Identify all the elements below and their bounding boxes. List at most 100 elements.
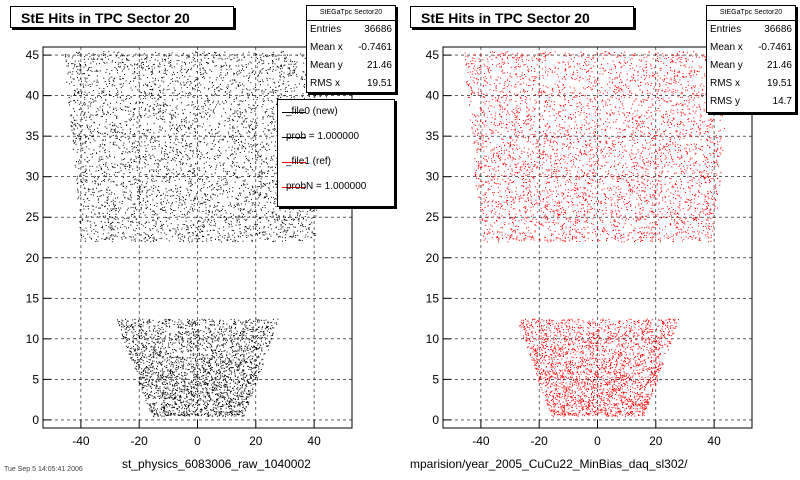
scatter-point [251,337,253,339]
scatter-point [107,104,109,106]
scatter-point [274,90,276,92]
scatter-point [108,226,110,228]
scatter-point [130,192,132,194]
scatter-point [170,189,172,191]
scatter-point [74,123,76,125]
scatter-point [263,231,265,233]
scatter-point [247,173,249,175]
scatter-point [116,116,118,118]
scatter-point [103,229,105,231]
scatter-point [309,209,311,211]
scatter-point [147,398,149,400]
scatter-point [87,105,89,107]
scatter-point [86,172,88,174]
scatter-point [245,147,246,149]
scatter-point [173,92,175,94]
scatter-point [284,210,286,212]
scatter-point [157,98,159,100]
scatter-point [137,149,139,151]
scatter-point [134,78,136,79]
scatter-point [260,208,262,210]
scatter-point [198,177,200,179]
scatter-point [78,138,80,140]
scatter-point [165,379,167,381]
scatter-point [227,191,228,193]
scatter-point [186,104,188,106]
scatter-point [158,140,160,142]
scatter-point [77,65,79,67]
scatter-point [232,359,234,361]
scatter-point [272,89,274,91]
scatter-point [158,380,160,382]
scatter-point [102,143,104,145]
scatter-point [218,356,220,358]
scatter-point [145,163,147,165]
scatter-point [136,64,138,66]
scatter-point [153,63,155,65]
scatter-point [187,192,189,194]
scatter-point [293,96,295,97]
scatter-point [255,54,257,55]
scatter-point [84,194,86,195]
scatter-point [84,104,86,106]
scatter-point [258,332,260,333]
scatter-point [150,375,152,377]
scatter-point [226,181,228,183]
scatter-point [128,164,130,166]
scatter-point [227,84,229,86]
scatter-point [76,161,77,163]
scatter-point [301,222,303,224]
scatter-point [255,375,257,377]
scatter-point [195,378,197,380]
scatter-point [194,64,196,66]
scatter-point [216,55,217,56]
scatter-point [225,112,227,114]
scatter-point [232,190,234,192]
scatter-point [138,367,140,369]
scatter-point [107,196,109,198]
scatter-point [106,202,108,204]
scatter-point [297,214,298,216]
scatter-point [94,180,96,182]
scatter-point [272,68,274,70]
scatter-point [113,78,115,80]
scatter-point [130,117,132,119]
scatter-point [113,204,114,206]
scatter-point [115,234,117,236]
scatter-point [198,220,200,222]
scatter-point [169,65,171,67]
scatter-point [244,218,246,220]
scatter-point [181,72,183,74]
scatter-point [268,130,270,132]
scatter-point [135,53,137,55]
scatter-point [121,238,123,240]
scatter-point [305,228,307,230]
scatter-point [115,184,117,186]
scatter-point [144,346,146,348]
scatter-point [239,188,241,189]
scatter-point [218,58,220,60]
scatter-point [117,222,119,223]
scatter-point [185,120,187,122]
scatter-point [205,129,207,131]
scatter-point [210,221,212,223]
scatter-point [211,86,213,88]
scatter-point [120,170,122,172]
scatter-point [145,371,146,373]
scatter-point [91,156,93,158]
scatter-point [150,71,152,73]
scatter-point [188,410,190,412]
scatter-point [271,157,273,159]
scatter-point [219,150,220,152]
scatter-point [160,208,162,210]
scatter-point [192,172,194,174]
scatter-point [210,344,212,346]
scatter-point [74,133,76,135]
scatter-point [228,236,230,238]
scatter-point [162,229,164,231]
scatter-point [155,222,157,224]
scatter-point [104,178,106,180]
scatter-point [219,328,221,330]
scatter-point [207,57,209,59]
scatter-point [209,205,211,207]
